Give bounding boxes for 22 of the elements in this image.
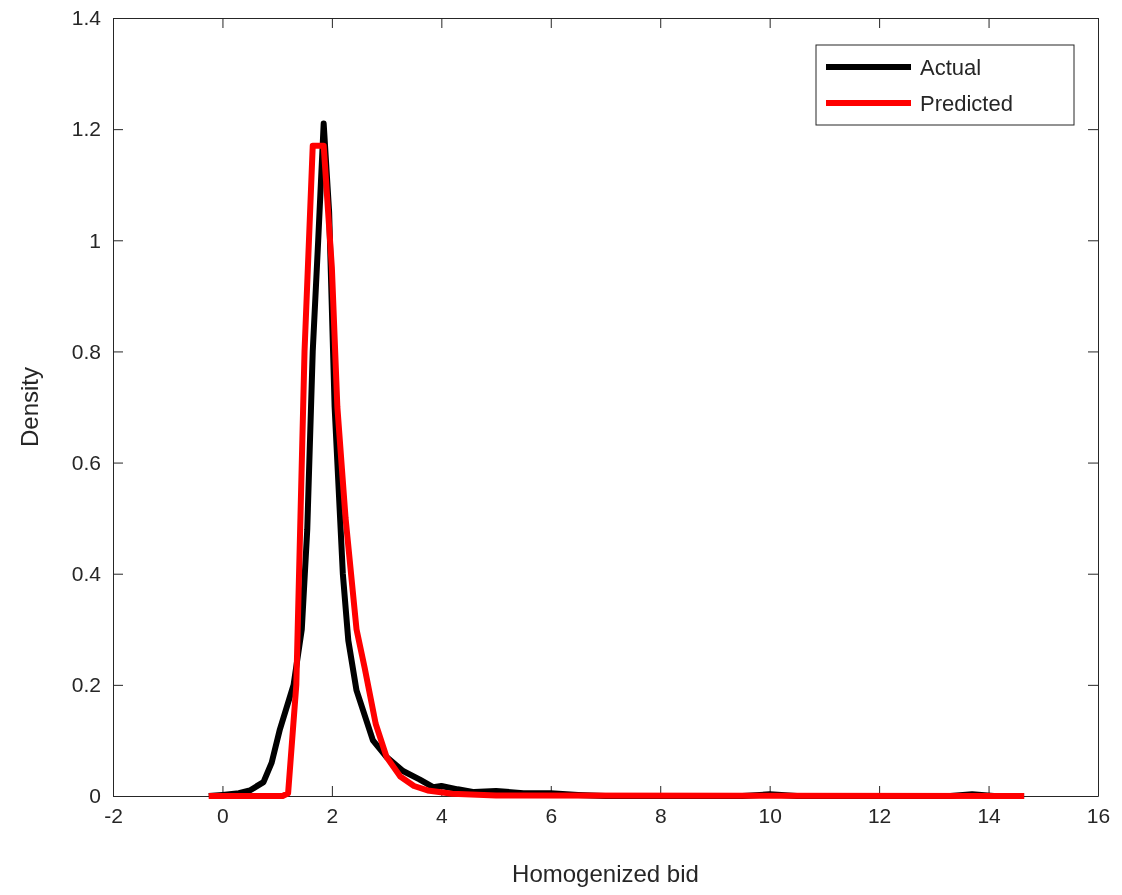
y-tick-label: 1.4 [71, 6, 102, 30]
x-tick-label: 0 [217, 803, 229, 827]
legend-label: Predicted [920, 91, 1013, 116]
y-tick-label: 0.4 [71, 561, 102, 585]
x-tick-label: 10 [758, 803, 782, 827]
y-tick-label: 0.8 [71, 339, 101, 363]
y-tick-label: 1 [89, 228, 101, 252]
x-tick-label: 8 [654, 803, 667, 827]
y-tick-label: 0 [89, 784, 101, 808]
y-tick-label: 1.2 [71, 117, 101, 141]
x-tick-label: 16 [1086, 803, 1111, 827]
x-tick-label: 12 [867, 803, 892, 827]
y-tick-label: 0.2 [71, 673, 101, 697]
x-tick-label: 14 [977, 803, 1002, 827]
x-tick-label: -2 [104, 803, 123, 827]
x-tick-label: 6 [545, 803, 558, 827]
y-axis-title: Density [16, 366, 43, 448]
x-tick-label: 4 [435, 803, 448, 827]
x-axis-title: Homogenized bid [512, 860, 699, 887]
x-tick-label: 2 [326, 803, 339, 827]
legend-label: Actual [920, 55, 982, 80]
y-tick-label: 0.6 [71, 450, 101, 474]
